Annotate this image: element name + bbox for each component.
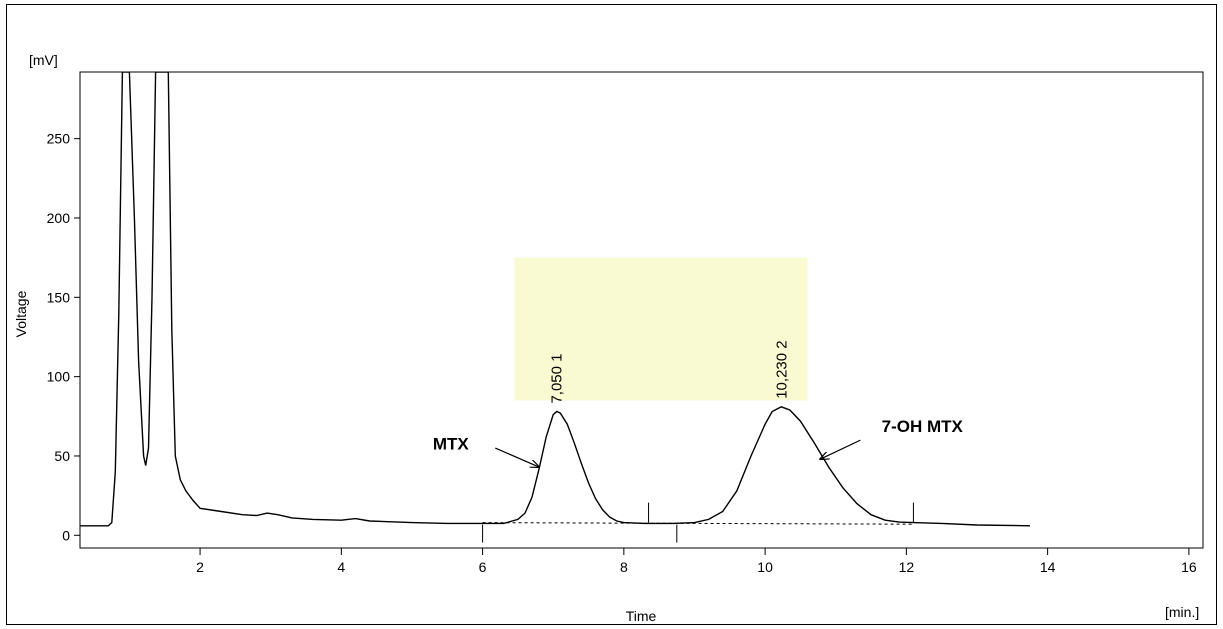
peak-label: 7,050 1 (549, 353, 566, 403)
x-tick-label: 14 (1040, 559, 1056, 575)
y-tick-label: 250 (47, 131, 71, 147)
x-tick-label: 8 (620, 559, 628, 575)
x-tick-label: 6 (479, 559, 487, 575)
chromatogram-chart: 0 50 100 150 200 250 2 4 6 8 10 12 14 16 7,050 1 10,2… (13, 52, 1204, 624)
x-tick-label: 10 (757, 559, 773, 575)
y-unit-label: [mV] (29, 52, 58, 68)
x-unit-label: [min.] (1165, 604, 1199, 620)
integration-baseline (482, 522, 914, 525)
chart-frame: 0 50 100 150 200 250 2 4 6 8 10 12 14 16 7,050 1 10,2… (6, 4, 1217, 625)
y-axis: 0 50 100 150 200 250 (47, 131, 80, 543)
peak-label: 10,230 2 (773, 340, 790, 398)
annotation-arrow (820, 439, 861, 459)
highlight-region (514, 257, 808, 401)
y-tick-label: 100 (47, 369, 71, 385)
x-axis: 2 4 6 8 10 12 14 16 (196, 548, 1197, 575)
chromatogram-trace (80, 72, 1031, 527)
plot-area-border (79, 71, 1204, 549)
y-tick-label: 0 (62, 527, 70, 543)
x-tick-label: 4 (337, 559, 345, 575)
y-tick-label: 200 (47, 210, 71, 226)
y-axis-title: Voltage (13, 290, 29, 337)
x-tick-label: 12 (899, 559, 915, 575)
x-tick-label: 16 (1181, 559, 1197, 575)
x-axis-title: Time (626, 608, 657, 624)
y-tick-label: 150 (47, 289, 71, 305)
x-tick-label: 2 (196, 559, 204, 575)
annotation-label: 7-OH MTX (882, 417, 964, 436)
annotation-label: MTX (433, 435, 470, 454)
y-tick-label: 50 (54, 448, 70, 464)
annotation-arrow (495, 447, 539, 467)
peak-markers (482, 502, 914, 543)
peak-labels: 7,050 1 10,230 2 (549, 340, 791, 403)
annotations: MTX 7-OH MTX (433, 417, 964, 467)
